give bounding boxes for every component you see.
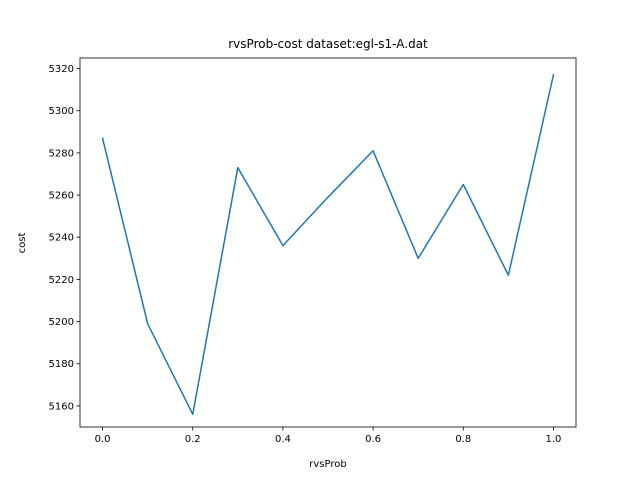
axes-frame	[79, 57, 577, 428]
x-tick-label: 0.2	[185, 434, 201, 445]
y-tick-label: 5180	[49, 359, 74, 370]
y-axis-label: cost	[17, 233, 28, 254]
y-tick-label: 5320	[49, 64, 74, 75]
x-axis-label: rvsProb	[309, 459, 346, 470]
y-tick-label: 5300	[49, 106, 74, 117]
y-tick-label: 5240	[49, 233, 74, 244]
series-line	[101, 73, 555, 416]
chart-title: rvsProb-cost dataset:egl-s1-A.dat	[228, 37, 428, 51]
y-tick-label: 5160	[49, 401, 74, 412]
x-tick-label: 0.6	[365, 434, 381, 445]
x-tick-label: 0.4	[275, 434, 291, 445]
x-tick-label: 1.0	[546, 434, 562, 445]
y-tick-label: 5280	[49, 148, 74, 159]
y-tick-label: 5200	[49, 317, 74, 328]
plot-area: 0.0 0.2 0.4 0.6 0.8 1.0 5160 5180 5200 5220 5240 52…	[49, 57, 577, 445]
y-tick-label: 5260	[49, 191, 74, 202]
x-tick-label: 0.0	[95, 434, 111, 445]
x-tick-label: 0.8	[455, 434, 471, 445]
y-tick-label: 5220	[49, 275, 74, 286]
